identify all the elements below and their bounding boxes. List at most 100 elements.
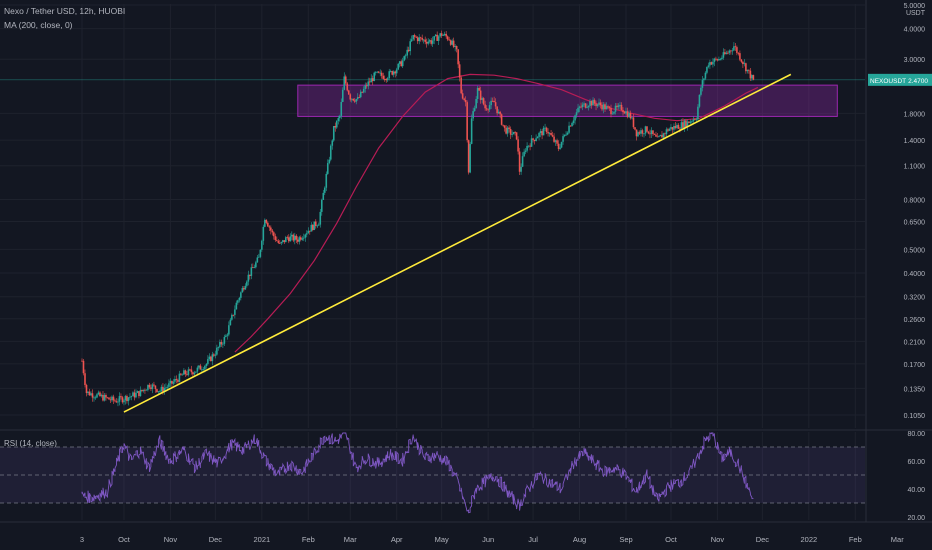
candle-body [286,237,289,239]
candle-body [503,125,506,128]
candle-body [734,46,737,48]
candle-body [207,359,209,364]
candle-body [379,72,382,74]
candle-body [196,367,199,372]
candle-body [596,104,599,107]
candle-body [571,123,573,127]
candle-body [469,143,471,173]
candle-body [440,33,443,36]
candle-body [697,106,699,120]
candle-body [211,354,214,362]
candle-body [746,69,749,72]
candle-body [115,401,118,403]
candle-body [410,39,413,42]
candle-body [430,40,432,44]
candle-body [302,237,305,239]
candle-body [297,239,299,242]
rsi-y-tick-label: 80.00 [907,431,925,438]
candle-body [273,232,275,237]
candle-body [139,389,142,397]
candle-body [106,397,109,399]
candle-body [530,138,533,147]
candle-body [97,392,100,395]
candle-body [623,112,626,114]
candle-body [305,233,308,235]
candle-body [356,97,359,100]
candle-body [686,121,689,127]
candle-body [100,394,103,397]
candle-body [250,267,253,276]
rsi-line [81,432,754,514]
candle-body [400,61,403,67]
candle-body [443,33,446,36]
candle-body [350,98,353,100]
candle-body [520,166,522,172]
candle-body [740,59,743,62]
candle-body [629,112,632,119]
candle-body [518,151,521,172]
ma-indicator-label: MA (200, close, 0) [4,20,73,30]
candle-body [508,127,510,129]
candle-body [421,37,423,40]
candle-body [201,369,203,371]
candle-body [539,131,542,134]
candle-body [688,121,690,124]
candle-body [373,72,376,82]
candle-body [716,59,719,61]
candle-body [135,392,137,398]
candle-body [565,134,567,136]
candle-body [349,94,352,100]
candle-body [340,101,343,116]
y-tick-label: 1.4000 [904,138,926,145]
candle-body [103,394,106,401]
main-grid [0,4,865,428]
rsi-grid [0,432,865,520]
candle-body [332,126,335,141]
candle-body [749,70,752,79]
ma-200-line [234,73,759,353]
candle-body [367,81,370,87]
candle-body [157,391,160,393]
trend-layer [123,73,792,413]
candle-body [258,256,260,258]
candle-body [577,107,579,113]
x-tick-label: Sep [619,535,632,544]
candle-body [526,145,528,151]
y-tick-label: 4.0000 [904,27,926,34]
candle-body [329,145,332,160]
candle-body [268,226,271,228]
candle-body [216,347,218,355]
candle-body [249,274,251,276]
candle-body [181,374,184,376]
x-tick-label: Oct [665,535,678,544]
candle-body [365,85,368,87]
candle-body [391,71,394,75]
axis-unit-label: USDT [906,10,926,17]
candle-body [689,121,692,124]
candle-body [650,130,653,135]
candle-body [202,369,205,371]
candle-body [509,128,512,135]
candle-body [358,97,361,98]
candle-body [457,49,459,65]
candle-body [279,242,281,244]
candle-body [431,40,434,44]
candle-body [193,372,196,375]
candle-body [416,37,419,42]
candle-body [536,136,539,139]
candle-body [415,36,417,38]
candle-body [620,104,623,111]
candle-body [120,396,122,398]
candle-body [727,52,729,54]
candle-body [670,127,672,129]
candle-body [90,393,92,396]
candle-body [385,78,388,81]
x-tick-label: Feb [302,535,315,544]
x-tick-label: Mar [891,535,904,544]
candle-body [180,373,182,375]
candle-body [189,369,191,371]
candle-body [352,98,355,101]
candle-body [743,63,746,65]
candle-body [694,119,696,120]
